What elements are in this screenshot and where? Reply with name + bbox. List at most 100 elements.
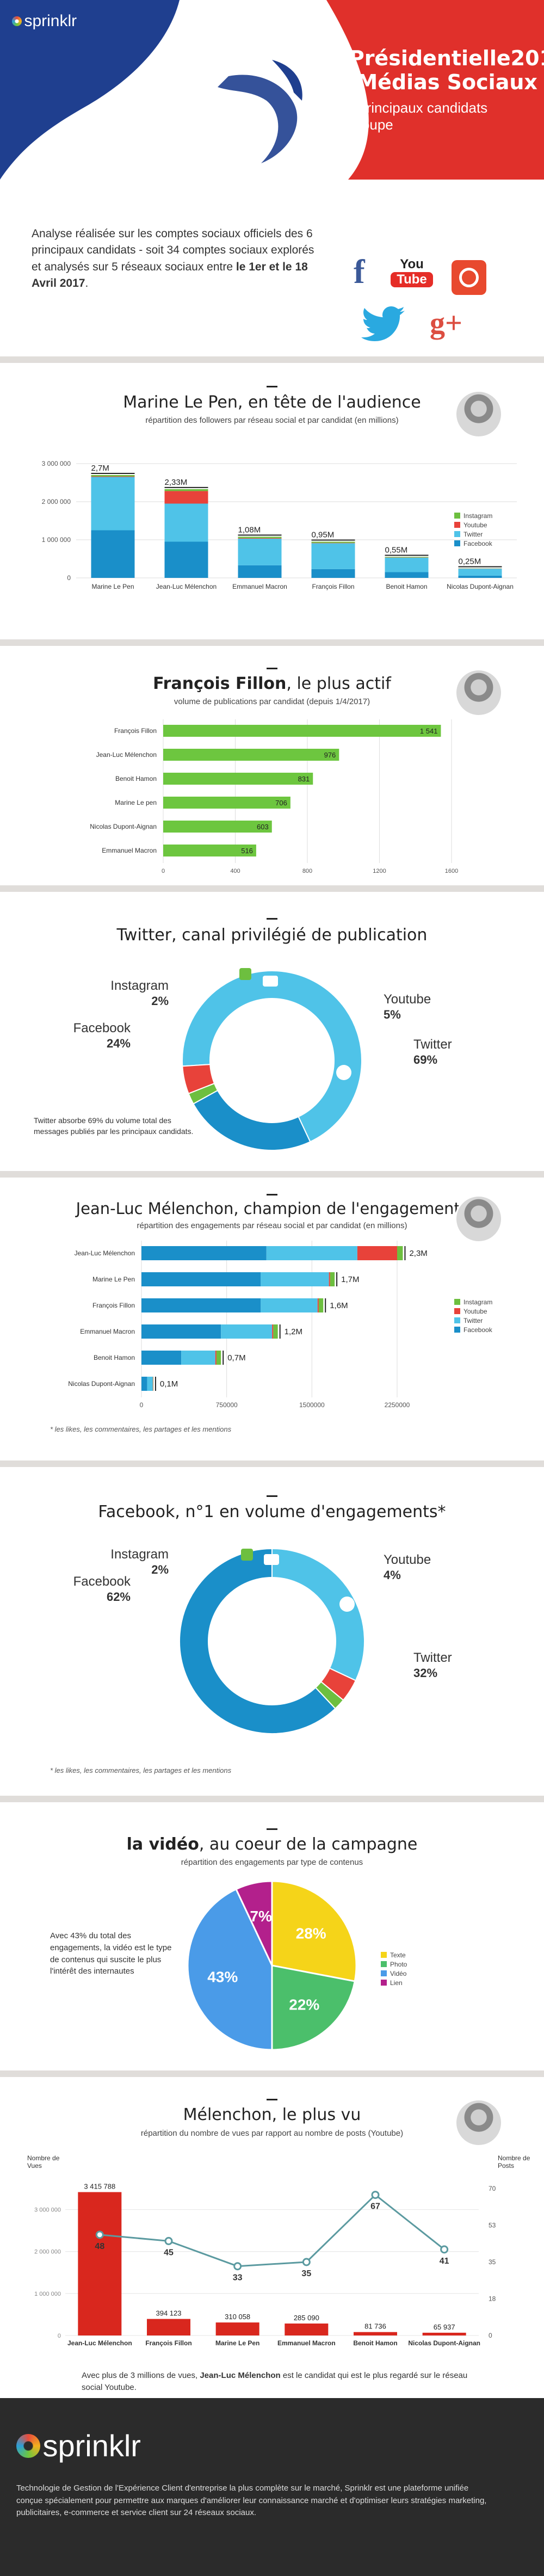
avatar-jean-luc-melenchon xyxy=(455,2099,503,2147)
y-tick-label: Benoit Hamon xyxy=(94,1354,135,1361)
section-divider xyxy=(0,1171,544,1178)
bar-segment xyxy=(141,1298,261,1312)
bar xyxy=(422,2332,466,2335)
section-subtitle: répartition des engagements par type de … xyxy=(181,1858,363,1867)
bar-segment xyxy=(311,569,355,578)
series-label: Twitter xyxy=(413,1650,452,1665)
bar-segment xyxy=(266,1246,357,1260)
legend-swatch xyxy=(454,513,460,519)
section-subtitle: répartition du nombre de vues par rappor… xyxy=(140,2129,404,2138)
value-label: 81 736 xyxy=(364,2322,386,2331)
section-title: Facebook, n°1 en volume d'engagements* xyxy=(98,1502,446,1521)
flag-background xyxy=(0,0,544,180)
value-label: 24% xyxy=(107,1037,131,1050)
total-label: 2,7M xyxy=(91,464,109,473)
legend-label: Twitter xyxy=(463,1317,483,1324)
legend-swatch xyxy=(381,1970,387,1976)
series-label: Facebook xyxy=(73,1021,131,1036)
bar xyxy=(163,845,256,856)
left-axis-label: Nombre de Vues xyxy=(27,2154,60,2170)
y-tick-label: Marine Le Pen xyxy=(92,1275,135,1283)
value-label: 706 xyxy=(275,799,287,807)
bar-segment xyxy=(458,575,502,578)
facebook-glyph: f xyxy=(214,1045,221,1069)
legend-swatch xyxy=(381,1961,387,1967)
legend-label: Youtube xyxy=(463,1308,487,1315)
total-label: 1,2M xyxy=(285,1327,302,1336)
y-tick-label: Emmanuel Macron xyxy=(102,847,157,854)
x-tick-label: Benoit Hamon xyxy=(353,2339,397,2347)
pie-slice xyxy=(187,1888,273,2051)
section-dash xyxy=(267,668,277,669)
y-right-tick-label: 18 xyxy=(489,2295,496,2303)
posts-label: 35 xyxy=(301,2269,311,2278)
legend-label: Lien xyxy=(390,1979,403,1987)
legend-label: Facebook xyxy=(463,1326,493,1334)
value-label: 603 xyxy=(257,823,269,831)
series-label: Twitter xyxy=(413,1037,452,1052)
legend-swatch xyxy=(454,1327,460,1333)
x-tick-label: Emmanuel Macron xyxy=(232,583,287,590)
y-tick-label: 0 xyxy=(67,574,71,582)
section-divider xyxy=(0,639,544,646)
right-axis-label: Nombre de Posts xyxy=(498,2154,530,2170)
posts-label: 48 xyxy=(95,2242,104,2251)
bar-segment xyxy=(216,1351,221,1365)
youtube-note: Avec plus de 3 millions de vues, Jean-Lu… xyxy=(82,2371,468,2392)
legend-swatch xyxy=(454,531,460,537)
section-divider xyxy=(0,885,544,892)
bar-segment xyxy=(91,476,135,477)
x-tick-label: 800 xyxy=(302,868,312,874)
y-left-tick-label: 2 000 000 xyxy=(34,2249,61,2255)
bar-segment xyxy=(311,541,355,543)
bar xyxy=(215,2322,259,2335)
section-divider xyxy=(0,2070,544,2077)
total-label: 0,25M xyxy=(459,557,481,566)
y-tick-label: François Fillon xyxy=(114,727,157,735)
posts-point xyxy=(233,2262,242,2271)
youtube-icon: You Tube xyxy=(391,257,433,287)
bar-segment xyxy=(330,1272,335,1286)
section-dash xyxy=(267,918,277,920)
bar-segment xyxy=(311,543,355,544)
footer: sprinklr Technologie de Gestion de l'Exp… xyxy=(0,2398,544,2576)
value-label: 976 xyxy=(324,751,336,759)
posts-point xyxy=(371,2191,380,2199)
series-label: Youtube xyxy=(384,1552,431,1567)
bar-segment xyxy=(164,491,208,504)
bar-segment xyxy=(238,565,282,578)
posts-point xyxy=(440,2245,449,2254)
bar-segment xyxy=(91,530,135,578)
section-title: Jean-Luc Mélenchon, champion de l'engage… xyxy=(76,1199,468,1218)
value-label: 22% xyxy=(289,1996,319,2013)
pie-slice xyxy=(271,1964,356,2051)
section-dash xyxy=(267,386,277,387)
legend-swatch xyxy=(454,1299,460,1305)
value-label: 5% xyxy=(384,1008,401,1021)
y-tick-label: 2 000 000 xyxy=(42,498,71,506)
y-right-tick-label: 53 xyxy=(489,2222,496,2229)
x-tick-label: Jean-Luc Mélenchon xyxy=(67,2339,132,2347)
total-label: 1,08M xyxy=(238,525,261,534)
value-label: 28% xyxy=(296,1925,326,1942)
legend-swatch xyxy=(381,1952,387,1958)
posts-point xyxy=(95,2230,104,2239)
section-dash xyxy=(267,2099,277,2100)
value-label: 65 937 xyxy=(434,2323,455,2331)
value-label: 516 xyxy=(241,847,253,855)
y-tick-label: Jean-Luc Mélenchon xyxy=(75,1249,135,1257)
sprinklr-icon xyxy=(12,16,22,26)
bar-segment xyxy=(385,572,429,578)
y-tick-label: Emmanuel Macron xyxy=(80,1328,135,1335)
pie-slice xyxy=(235,1880,273,1966)
googleplus-icon: g+ xyxy=(430,306,462,340)
value-label: 43% xyxy=(207,1968,238,1985)
brand-logo: sprinklr xyxy=(12,12,77,30)
y-left-tick-label: 3 000 000 xyxy=(34,2207,61,2214)
section-divider xyxy=(0,356,544,363)
section-title: Marine Le Pen, en tête de l'audience xyxy=(123,393,421,412)
bar-segment xyxy=(329,1272,330,1286)
section-activity: François Fillon, le plus actif volume de… xyxy=(0,646,544,885)
bar-segment xyxy=(318,1298,324,1312)
